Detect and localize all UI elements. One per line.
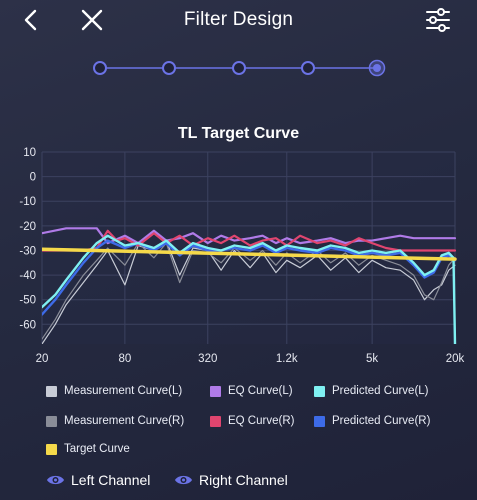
legend-label: EQ Curve(L): [228, 385, 293, 397]
legend-label: Predicted Curve(R): [332, 415, 431, 427]
series-predicted-l: [42, 234, 457, 344]
series-target: [42, 247, 457, 261]
step-dot-1[interactable]: [93, 61, 107, 75]
x-tick-label: 320: [198, 353, 217, 365]
y-tick-label: 10: [23, 147, 36, 159]
step-dot-5-core: [373, 64, 381, 72]
chevron-left-icon[interactable]: [20, 8, 44, 32]
legend-label: EQ Curve(R): [228, 415, 295, 427]
header-bar: Filter Design: [0, 0, 477, 40]
sliders-icon[interactable]: [424, 7, 452, 33]
left-channel-label: Left Channel: [71, 472, 151, 488]
right-channel-label: Right Channel: [199, 472, 288, 488]
legend-item-eq-r: EQ Curve(R): [210, 414, 294, 428]
y-tick-label: -20: [19, 221, 36, 233]
legend-label: Measurement Curve(L): [64, 385, 183, 397]
y-tick-label: -60: [19, 319, 36, 331]
series-eq-l: [42, 227, 457, 245]
series-measurement-r: [42, 242, 456, 340]
legend-swatch: [210, 385, 221, 397]
eye-icon: [47, 475, 64, 485]
x-tick-label: 5k: [366, 353, 378, 365]
legend-swatch: [314, 385, 325, 397]
y-tick-label: -10: [19, 196, 36, 208]
legend-swatch: [46, 415, 57, 427]
left-channel-toggle[interactable]: Left Channel: [46, 472, 150, 488]
x-tick-label: 1.2k: [276, 353, 298, 365]
legend-item-target: Target Curve: [46, 442, 130, 456]
step-progress: [93, 59, 386, 77]
legend-label: Predicted Curve(L): [332, 385, 429, 397]
legend-item-eq-l: EQ Curve(L): [210, 384, 293, 398]
close-icon[interactable]: [80, 8, 104, 32]
y-tick-label: 0: [30, 172, 36, 184]
y-tick-label: -30: [19, 245, 36, 257]
step-dot-4[interactable]: [301, 61, 315, 75]
legend-item-measurement-l: Measurement Curve(L): [46, 384, 182, 398]
y-tick-label: -50: [19, 295, 36, 307]
series-eq-r: [42, 229, 457, 252]
legend-swatch: [210, 415, 221, 427]
x-tick-label: 20: [36, 353, 49, 365]
legend-label: Target Curve: [64, 443, 130, 455]
series-predicted-r: [42, 239, 457, 316]
legend-item-predicted-r: Predicted Curve(R): [314, 414, 430, 428]
right-channel-toggle[interactable]: Right Channel: [174, 472, 288, 488]
chart-title: TL Target Curve: [177, 125, 300, 142]
x-tick-label: 20k: [446, 353, 465, 365]
legend-label: Measurement Curve(R): [64, 415, 185, 427]
page-title: Filter Design: [183, 9, 294, 30]
eye-icon: [175, 475, 192, 485]
step-dot-2[interactable]: [162, 61, 176, 75]
legend-item-measurement-r: Measurement Curve(R): [46, 414, 184, 428]
legend-swatch: [314, 415, 325, 427]
step-dot-3[interactable]: [232, 61, 246, 75]
frequency-response-chart: 10 0 -10 -20 -30 -40 -50 -60 20 80 320 1.2k 5k 20k: [19, 147, 465, 365]
x-tick-label: 80: [118, 353, 131, 365]
legend-item-predicted-l: Predicted Curve(L): [314, 384, 429, 398]
legend-swatch: [46, 385, 57, 397]
y-tick-label: -40: [19, 270, 36, 282]
legend-swatch: [46, 443, 57, 455]
